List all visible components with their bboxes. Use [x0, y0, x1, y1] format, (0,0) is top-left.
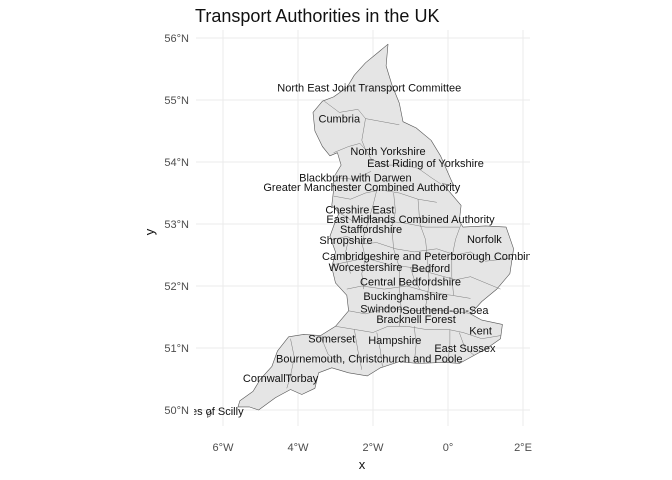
region-label: East Riding of Yorkshire: [367, 158, 484, 170]
region-labels: North East Joint Transport Committee Cumb…: [180, 83, 544, 419]
map-panel: North East Joint Transport Committee Cumb…: [180, 43, 544, 419]
y-tick-label: 56°N: [164, 33, 189, 45]
region-label: Cumbria: [319, 114, 361, 126]
region-label: Central Bedfordshire: [360, 277, 461, 289]
region-label: Worcestershire: [329, 262, 403, 274]
region-label: Torbay: [285, 373, 319, 385]
authority-boundaries: [286, 101, 512, 389]
region-label: Greater Manchester Combined Authority: [263, 182, 460, 194]
region-label: North East Joint Transport Committee: [277, 83, 461, 95]
figure-title: Transport Authorities in the UK: [195, 6, 439, 26]
region-label: Buckinghamshire: [363, 291, 447, 303]
y-tick-label: 55°N: [164, 95, 189, 107]
x-axis-title: x: [359, 457, 366, 472]
region-label: Shropshire: [319, 235, 372, 247]
region-label: Hampshire: [368, 335, 421, 347]
region-label: North Yorkshire: [350, 146, 425, 158]
x-tick-label: 2°W: [363, 442, 385, 454]
region-label: Staffordshire: [340, 224, 402, 236]
y-tick-label: 51°N: [164, 343, 189, 355]
x-tick-label: 4°W: [288, 442, 310, 454]
region-label: Blackburn with Darwen: [299, 173, 412, 185]
region-label: Cornwall: [243, 373, 286, 385]
region-label: Somerset: [308, 334, 355, 346]
region-label: Isles of Scilly: [180, 406, 244, 418]
region-label: Kent: [469, 326, 492, 338]
y-axis-ticks: 50°N 51°N 52°N 53°N 54°N 55°N 56°N: [164, 33, 189, 417]
isles-of-scilly-shape: [207, 410, 213, 418]
y-tick-label: 50°N: [164, 405, 189, 417]
y-tick-label: 52°N: [164, 281, 189, 293]
region-label: Norfolk: [467, 234, 502, 246]
region-label: East Midlands Combined Authority: [326, 214, 495, 226]
y-tick-label: 54°N: [164, 157, 189, 169]
region-label: Bournemouth, Christchurch and Poole: [276, 354, 463, 366]
region-label: Cheshire East: [325, 205, 394, 217]
region-label: Cambridgeshire and Peterborough Combined: [322, 251, 544, 263]
region-label: East Sussex: [434, 343, 496, 355]
region-label: Southend-on-Sea: [402, 305, 489, 317]
x-tick-label: 0°: [443, 442, 454, 454]
x-tick-label: 2°E: [514, 442, 532, 454]
y-tick-label: 53°N: [164, 219, 189, 231]
x-tick-label: 6°W: [213, 442, 235, 454]
x-axis-ticks: 6°W 4°W 2°W 0° 2°E: [213, 442, 532, 454]
region-label: Bedford: [412, 263, 451, 275]
region-label: Swindon: [360, 303, 402, 315]
region-label: Bracknell Forest: [376, 314, 455, 326]
england-landmass: [237, 43, 514, 411]
y-axis-title: y: [142, 228, 157, 235]
